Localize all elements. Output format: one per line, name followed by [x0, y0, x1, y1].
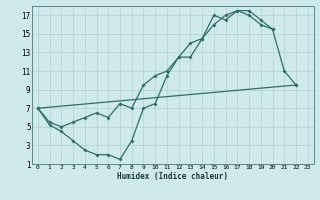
X-axis label: Humidex (Indice chaleur): Humidex (Indice chaleur) [117, 172, 228, 181]
